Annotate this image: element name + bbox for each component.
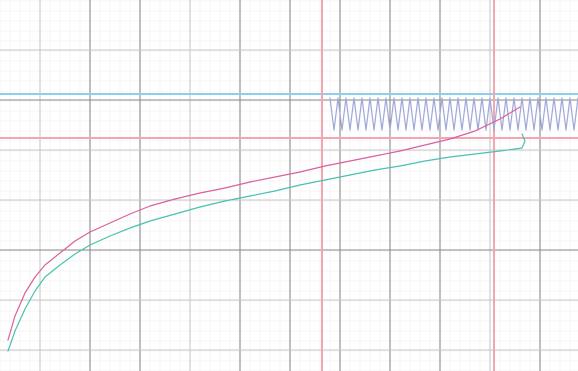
oscillation-line [329,97,578,131]
series-line-2 [7,133,526,352]
series-group [7,106,526,352]
series-line-1 [7,106,521,341]
oscillation-band [329,97,578,131]
